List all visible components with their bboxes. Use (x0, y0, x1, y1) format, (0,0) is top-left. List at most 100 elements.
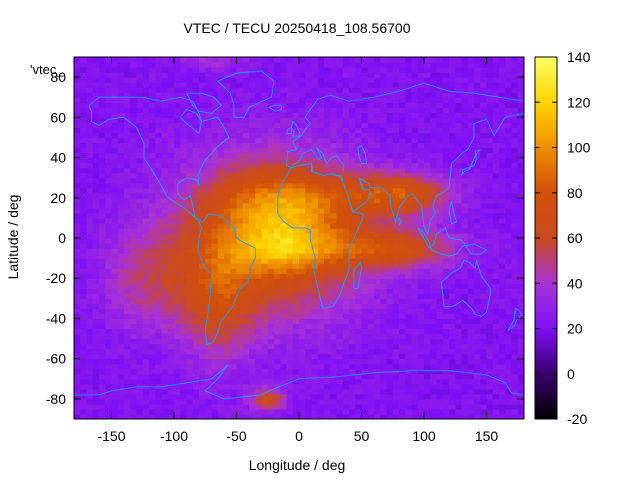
heatmap-cell (236, 197, 244, 204)
heatmap-cell (286, 97, 294, 103)
heatmap-cell (86, 363, 94, 370)
heatmap-cell (411, 403, 419, 410)
heatmap-cell (367, 293, 375, 299)
heatmap-cell (217, 283, 225, 289)
heatmap-cell (430, 318, 438, 325)
heatmap-cell (224, 122, 231, 128)
heatmap-cell (249, 107, 256, 113)
heatmap-cell (511, 162, 519, 169)
heatmap-cell (136, 318, 144, 325)
heatmap-cell (136, 92, 144, 98)
heatmap-cell (317, 157, 325, 164)
heatmap-cell (86, 323, 94, 330)
heatmap-cell (92, 388, 100, 395)
heatmap-cell (217, 167, 225, 174)
heatmap-cell (324, 187, 331, 194)
heatmap-cell (442, 102, 450, 108)
heatmap-cell (455, 313, 463, 320)
heatmap-cell (480, 398, 488, 405)
heatmap-cell (211, 197, 219, 204)
heatmap-cell (436, 343, 444, 350)
heatmap-cell (361, 97, 369, 103)
heatmap-cell (192, 268, 200, 274)
heatmap-cell (217, 373, 225, 380)
heatmap-cell (286, 373, 294, 380)
heatmap-cell (92, 197, 100, 204)
heatmap-cell (149, 127, 156, 134)
heatmap-cell (192, 403, 200, 410)
heatmap-cell (324, 217, 331, 224)
heatmap-cell (86, 288, 94, 294)
heatmap-cell (349, 72, 356, 78)
heatmap-cell (199, 132, 206, 139)
heatmap-cell (280, 313, 288, 320)
heatmap-cell (330, 147, 338, 154)
heatmap-cell (117, 303, 125, 309)
heatmap-cell (155, 187, 163, 194)
heatmap-cell (436, 152, 444, 159)
heatmap-cell (149, 258, 156, 264)
heatmap-cell (505, 263, 513, 269)
heatmap-cell (161, 212, 169, 219)
heatmap-cell (142, 353, 150, 360)
heatmap-cell (142, 67, 150, 73)
heatmap-cell (342, 278, 350, 284)
heatmap-cell (267, 313, 275, 320)
heatmap-cell (117, 288, 125, 294)
heatmap-cell (117, 393, 125, 400)
heatmap-cell (374, 298, 381, 304)
heatmap-cell (111, 248, 119, 254)
heatmap-cell (217, 227, 225, 234)
heatmap-cell (367, 212, 375, 219)
heatmap-cell (92, 328, 100, 335)
heatmap-cell (511, 413, 519, 419)
heatmap-cell (117, 127, 125, 134)
heatmap-cell (399, 212, 406, 219)
heatmap-cell (242, 222, 250, 229)
heatmap-cell (130, 197, 138, 204)
heatmap-cell (267, 298, 275, 304)
heatmap-cell (374, 268, 381, 274)
heatmap-cell (236, 167, 244, 174)
heatmap-cell (255, 162, 263, 169)
heatmap-cell (305, 102, 313, 108)
heatmap-cell (474, 323, 481, 330)
heatmap-cell (386, 243, 394, 249)
heatmap-cell (180, 137, 188, 144)
heatmap-cell (99, 253, 106, 259)
heatmap-cell (161, 67, 169, 73)
heatmap-cell (80, 273, 88, 279)
heatmap-cell (86, 248, 94, 254)
heatmap-cell (242, 363, 250, 370)
heatmap-cell (374, 157, 381, 164)
heatmap-cell (99, 348, 106, 355)
heatmap-cell (161, 373, 169, 380)
heatmap-cell (330, 137, 338, 144)
heatmap-cell (124, 152, 131, 159)
heatmap-cell (261, 72, 269, 78)
heatmap-cell (367, 353, 375, 360)
heatmap-cell (405, 353, 413, 360)
heatmap-cell (199, 293, 206, 299)
heatmap-cell (374, 187, 381, 194)
heatmap-cell (249, 182, 256, 189)
heatmap-cell (492, 72, 500, 78)
heatmap-cell (211, 117, 219, 123)
heatmap-cell (305, 388, 313, 395)
heatmap-cell (186, 77, 194, 83)
heatmap-cell (367, 107, 375, 113)
heatmap-cell (105, 227, 113, 234)
heatmap-cell (399, 248, 406, 254)
heatmap-cell (92, 147, 100, 154)
heatmap-cell (242, 112, 250, 118)
heatmap-cell (224, 353, 231, 360)
heatmap-cell (411, 132, 419, 139)
heatmap-cell (217, 273, 225, 279)
heatmap-cell (367, 393, 375, 400)
heatmap-cell (374, 97, 381, 103)
heatmap-cell (305, 87, 313, 93)
heatmap-cell (424, 333, 431, 340)
heatmap-cell (417, 222, 425, 229)
heatmap-cell (499, 162, 506, 169)
heatmap-cell (424, 77, 431, 83)
